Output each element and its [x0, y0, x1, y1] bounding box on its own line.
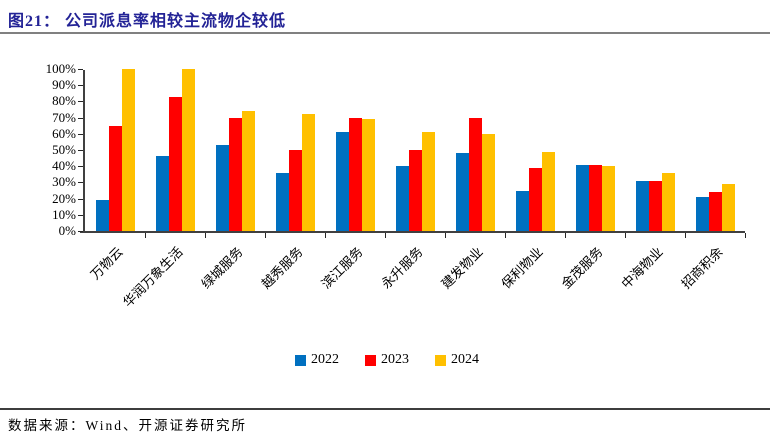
bar-2024 [302, 114, 315, 231]
y-axis-tick [78, 150, 83, 151]
y-axis-tick-label: 30% [52, 174, 76, 190]
bar-2022 [456, 153, 469, 231]
x-axis-tick [385, 233, 386, 238]
x-axis-tick [265, 233, 266, 238]
x-axis-tick [505, 233, 506, 238]
bar-2023 [409, 150, 422, 231]
legend-item-2023: 2023 [365, 352, 409, 368]
y-axis-tick [78, 117, 83, 119]
y-axis-tick [78, 85, 83, 87]
legend-swatch-icon [365, 354, 376, 366]
legend-label: 2023 [381, 352, 409, 367]
bar-2023 [109, 125, 122, 231]
legend-item-2024: 2024 [435, 352, 479, 368]
bar-2023 [289, 150, 302, 231]
x-axis-tick [745, 233, 746, 238]
x-axis-label: 招商积余 [678, 244, 726, 292]
y-axis-tick [78, 101, 83, 103]
bar-2022 [696, 196, 709, 231]
bar-2023 [589, 164, 602, 231]
bar-2023 [349, 117, 362, 231]
x-axis-label: 绿城服务 [198, 244, 246, 292]
data-source-note: 数据来源：Wind、开源证券研究所 [8, 418, 247, 433]
bar-2023 [649, 180, 662, 231]
bar-2023 [709, 192, 722, 231]
bar-2024 [662, 172, 675, 231]
x-axis-tick [565, 233, 566, 238]
x-axis-label: 万物云 [87, 244, 126, 283]
y-axis-tick [78, 166, 83, 168]
bar-2022 [276, 172, 289, 231]
bar-2022 [336, 132, 349, 231]
bar-2023 [229, 117, 242, 231]
bar-2022 [576, 164, 589, 231]
y-axis-line [83, 70, 85, 232]
y-axis-tick-label: 20% [52, 190, 76, 206]
bar-2023 [529, 167, 542, 231]
y-axis-tick-label: 100% [45, 61, 76, 76]
x-axis-label: 华润万象生活 [119, 244, 186, 310]
y-axis-tick-label: 50% [52, 142, 76, 157]
bar-2022 [516, 190, 529, 231]
legend-item-2022: 2022 [295, 352, 339, 368]
bar-2024 [422, 132, 435, 231]
x-axis-tick [145, 233, 146, 238]
title-divider [0, 32, 770, 34]
bar-2024 [122, 69, 135, 231]
x-axis-label: 建发物业 [438, 244, 486, 292]
y-axis-tick [78, 133, 83, 135]
x-axis-tick [445, 233, 446, 238]
legend-swatch-icon [435, 354, 446, 366]
x-axis-line [80, 231, 745, 233]
x-axis-label: 保利物业 [498, 244, 546, 292]
bar-2024 [602, 166, 615, 231]
bar-2022 [156, 156, 169, 231]
bar-2022 [396, 166, 409, 231]
legend: 2022 2023 2024 [0, 352, 774, 368]
x-axis-tick [205, 233, 206, 238]
figure-title: 图21： 公司派息率相较主流物企较低 [8, 13, 287, 30]
x-axis-tick [625, 233, 626, 238]
legend-label: 2022 [311, 352, 339, 367]
y-axis-tick [78, 214, 83, 216]
x-axis-tick [325, 233, 326, 238]
bar-chart: 0% 10% 20% 30% 40% 50% 60% 70% 80% 90% 100% 万物云 华润万象… [45, 61, 746, 310]
legend-swatch-icon [295, 354, 306, 366]
bar-2024 [482, 133, 495, 231]
bar-2022 [96, 200, 109, 231]
legend-label: 2024 [451, 352, 479, 367]
bar-2024 [242, 111, 255, 231]
bar-2022 [636, 180, 649, 231]
x-axis-tick [685, 233, 686, 238]
y-axis-tick-label: 80% [52, 93, 76, 109]
x-axis-label: 中海物业 [618, 244, 666, 292]
y-axis-tick-label: 10% [52, 206, 76, 222]
y-axis-tick-label: 70% [52, 109, 76, 125]
y-axis-tick [78, 69, 83, 70]
y-axis-tick [78, 198, 83, 200]
x-axis-label: 金茂服务 [558, 244, 606, 292]
y-axis-tick-label: 0% [58, 223, 76, 238]
footer-divider [0, 408, 770, 410]
y-axis-tick-label: 40% [52, 158, 76, 174]
y-axis-tick [78, 182, 83, 184]
y-axis-tick-label: 90% [52, 77, 76, 93]
bar-2024 [182, 69, 195, 231]
bar-2024 [362, 119, 375, 231]
bar-2024 [542, 151, 555, 231]
y-axis-tick [78, 231, 83, 232]
bar-2023 [469, 117, 482, 231]
y-axis-tick-label: 60% [52, 125, 76, 141]
bar-2022 [216, 145, 229, 231]
x-axis-label: 永升服务 [378, 244, 426, 292]
x-axis-label: 滨江服务 [318, 244, 366, 292]
x-axis-label: 越秀服务 [258, 244, 306, 292]
bar-2023 [169, 96, 182, 231]
bar-2024 [722, 184, 735, 231]
